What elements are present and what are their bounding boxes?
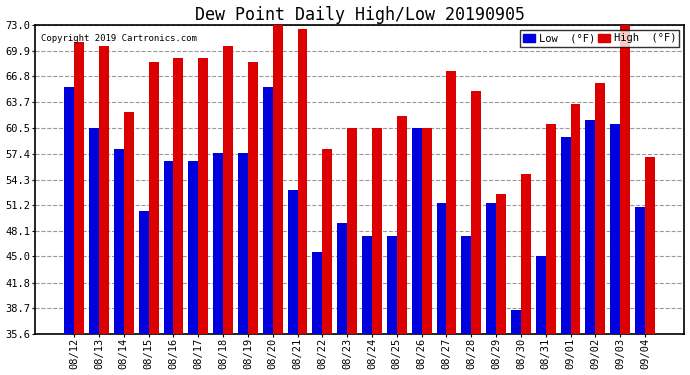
Bar [486, 203, 496, 334]
Bar [75, 42, 84, 334]
Bar [536, 256, 546, 334]
Bar [571, 104, 580, 334]
Bar [213, 153, 223, 334]
Bar [496, 194, 506, 334]
Title: Dew Point Daily High/Low 20190905: Dew Point Daily High/Low 20190905 [195, 6, 524, 24]
Bar [337, 224, 347, 334]
Bar [223, 46, 233, 334]
Bar [313, 252, 322, 334]
Bar [273, 25, 283, 334]
Bar [546, 124, 555, 334]
Bar [347, 128, 357, 334]
Bar [462, 236, 471, 334]
Bar [164, 161, 173, 334]
Bar [64, 87, 75, 334]
Bar [585, 120, 595, 334]
Legend: Low  (°F), High  (°F): Low (°F), High (°F) [520, 30, 679, 46]
Bar [422, 128, 431, 334]
Bar [322, 149, 333, 334]
Bar [89, 128, 99, 334]
Bar [397, 116, 406, 334]
Bar [139, 211, 148, 334]
Bar [620, 25, 630, 334]
Bar [362, 236, 372, 334]
Bar [412, 128, 422, 334]
Bar [99, 46, 109, 334]
Bar [595, 83, 605, 334]
Bar [437, 203, 446, 334]
Bar [198, 58, 208, 334]
Bar [610, 124, 620, 334]
Bar [471, 91, 481, 334]
Bar [173, 58, 184, 334]
Text: Copyright 2019 Cartronics.com: Copyright 2019 Cartronics.com [41, 34, 197, 44]
Bar [645, 157, 655, 334]
Bar [511, 310, 521, 334]
Bar [124, 112, 134, 334]
Bar [114, 149, 124, 334]
Bar [372, 128, 382, 334]
Bar [238, 153, 248, 334]
Bar [288, 190, 297, 334]
Bar [263, 87, 273, 334]
Bar [635, 207, 645, 334]
Bar [446, 70, 456, 334]
Bar [521, 174, 531, 334]
Bar [560, 136, 571, 334]
Bar [148, 62, 159, 334]
Bar [188, 161, 198, 334]
Bar [297, 29, 308, 334]
Bar [387, 236, 397, 334]
Bar [248, 62, 258, 334]
